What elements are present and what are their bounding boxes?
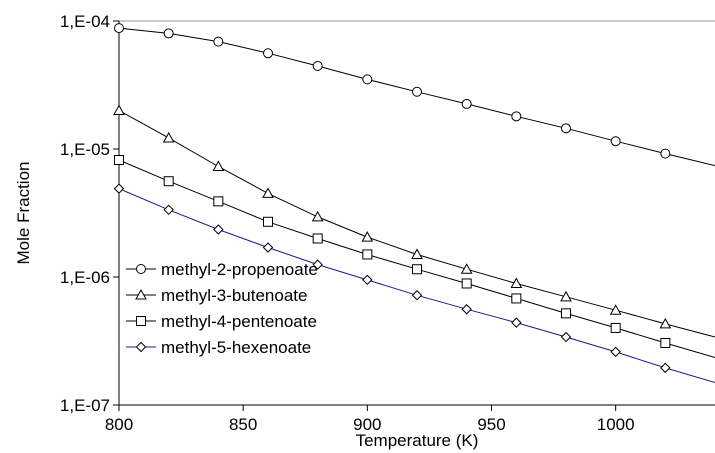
series-methyl-4-pentenoate <box>114 155 715 358</box>
x-tick-label: 800 <box>105 415 133 434</box>
y-tick-label: 1,E-06 <box>60 268 110 287</box>
legend-label: methyl-3-butenoate <box>161 286 307 305</box>
diamond-marker <box>660 362 671 374</box>
square-marker <box>136 316 146 326</box>
square-marker <box>362 249 373 260</box>
circle-marker <box>114 23 124 34</box>
triangle-marker <box>609 304 622 315</box>
legend-item-methyl-4-pentenoate: methyl-4-pentenoate <box>126 312 317 331</box>
diamond-marker <box>262 242 274 253</box>
series-methyl-3-butenoate <box>113 104 715 338</box>
square-marker <box>213 196 224 207</box>
circle-marker <box>263 48 273 59</box>
triangle-marker <box>311 210 324 222</box>
circle-marker <box>461 98 472 109</box>
square-marker <box>511 293 522 304</box>
series-layer <box>113 23 715 383</box>
y-axis-ticks: 1,E-07 1,E-06 1,E-05 1,E-04 <box>60 12 119 415</box>
triangle-marker <box>659 317 672 329</box>
x-tick-label: 900 <box>353 415 381 434</box>
square-marker <box>114 155 124 166</box>
circle-marker <box>511 111 522 122</box>
series-methyl-5-hexenoate <box>113 183 715 383</box>
legend-item-methyl-3-butenoate: methyl-3-butenoate <box>126 286 307 305</box>
triangle-marker <box>162 131 175 143</box>
diamond-marker <box>312 259 323 270</box>
triangle-marker <box>262 187 274 198</box>
square-marker <box>461 278 472 289</box>
legend-item-methyl-5-hexenoate: methyl-5-hexenoate <box>126 338 311 357</box>
diamond-marker <box>610 346 621 358</box>
triangle-marker <box>460 263 473 274</box>
x-tick-label: 1000 <box>597 415 635 434</box>
y-axis-label: Mole Fraction <box>14 162 33 265</box>
x-axis-label: Temperature (K) <box>356 431 479 450</box>
square-marker <box>610 322 621 333</box>
legend: methyl-2-propenoate methyl-3-butenoate met… <box>126 260 318 357</box>
legend-label: methyl-2-propenoate <box>161 260 318 279</box>
x-axis-ticks: 800 850 900 950 1000 <box>105 405 635 434</box>
square-marker <box>412 264 422 275</box>
triangle-marker <box>510 277 523 288</box>
y-tick-label: 1,E-04 <box>60 12 110 31</box>
y-tick-label: 1,E-07 <box>60 396 110 415</box>
circle-marker <box>610 136 621 147</box>
diamond-marker <box>511 317 522 328</box>
circle-marker <box>362 74 373 85</box>
circle-marker <box>561 123 571 134</box>
triangle-marker <box>113 104 125 115</box>
square-marker <box>561 308 571 319</box>
square-marker <box>312 233 323 244</box>
diamond-marker <box>411 290 423 301</box>
legend-label: methyl-4-pentenoate <box>161 312 317 331</box>
circle-marker <box>163 28 174 39</box>
circle-marker <box>412 86 422 97</box>
square-marker <box>163 176 174 187</box>
circle-marker <box>312 61 323 72</box>
x-tick-label: 950 <box>477 415 505 434</box>
triangle-marker <box>411 248 423 259</box>
diamond-marker <box>362 274 373 286</box>
square-marker <box>660 338 671 349</box>
series-methyl-2-propenoate <box>114 23 715 167</box>
diamond-marker <box>113 183 125 194</box>
diamond-marker <box>163 204 174 216</box>
legend-item-methyl-2-propenoate: methyl-2-propenoate <box>126 260 318 279</box>
diamond-marker <box>560 331 572 343</box>
triangle-marker <box>135 288 147 300</box>
x-tick-label: 850 <box>229 415 257 434</box>
diamond-marker <box>135 341 147 353</box>
circle-marker <box>213 36 224 47</box>
triangle-marker <box>560 290 572 302</box>
diamond-marker <box>461 304 472 315</box>
circle-marker <box>136 264 146 274</box>
diamond-marker <box>213 224 224 235</box>
legend-label: methyl-5-hexenoate <box>161 338 311 357</box>
square-marker <box>263 216 273 227</box>
series-line-methyl-2-propenoate <box>118 27 715 167</box>
triangle-marker <box>212 160 225 171</box>
circle-marker <box>660 148 671 159</box>
y-tick-label: 1,E-05 <box>60 140 110 159</box>
triangle-marker <box>361 231 374 242</box>
